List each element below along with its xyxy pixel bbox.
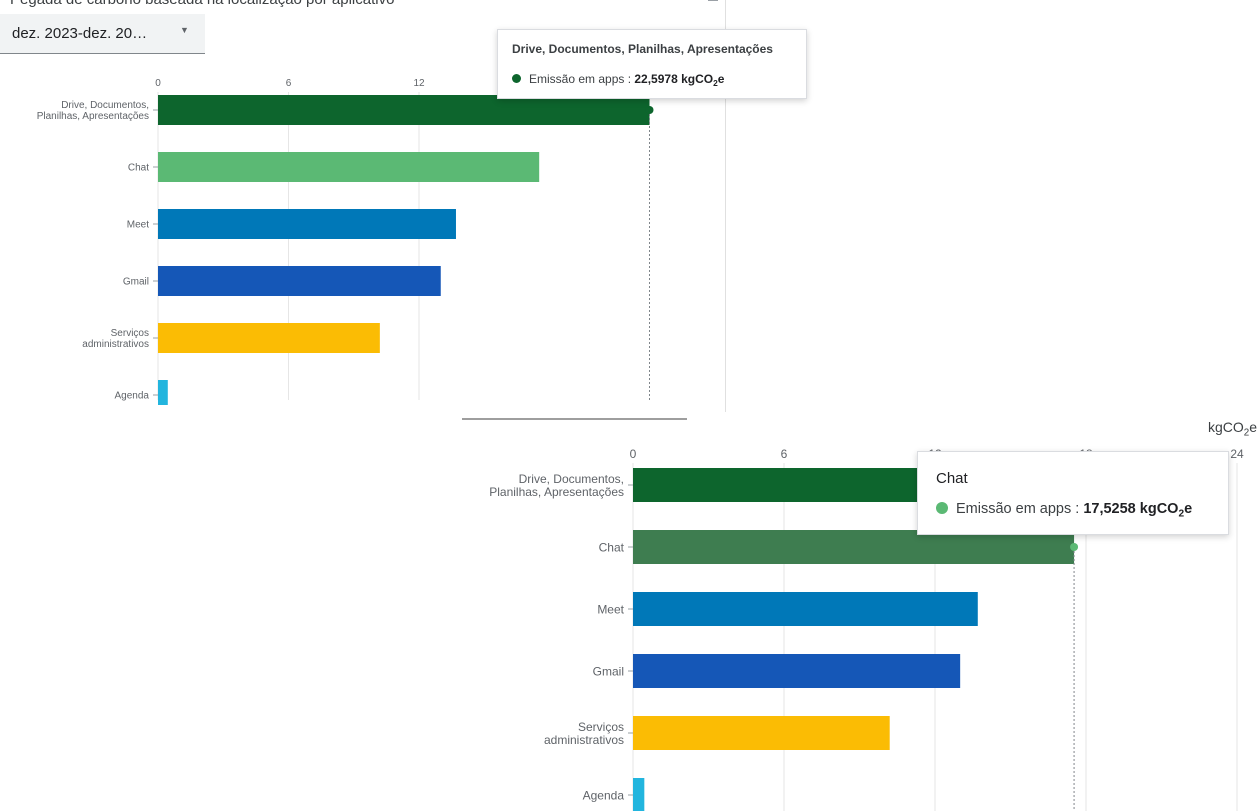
y-tick-label: Drive, Documentos, Planilhas, Apresentaçõ… (37, 100, 149, 122)
y-tick-label: Serviços administrativos (82, 328, 149, 350)
bar-drive-documentos-planilhas-apresentacoes[interactable] (158, 95, 650, 125)
tooltip-top: Drive, Documentos, Planilhas, Apresentaç… (497, 29, 807, 99)
hover-point (1070, 543, 1079, 551)
hover-point (645, 106, 654, 114)
bar-meet[interactable] (633, 592, 978, 626)
panel-edge-mark (708, 0, 718, 1)
y-tick-label: Meet (597, 602, 624, 616)
section-divider (462, 418, 687, 420)
y-tick-label: Gmail (123, 277, 149, 288)
bar-servicos-administrativos[interactable] (633, 716, 890, 750)
x-tick-label: 12 (413, 78, 425, 89)
x-tick-label: 6 (286, 78, 292, 89)
x-tick-label: 6 (781, 447, 788, 461)
tooltip-bottom: Chat Emissão em apps : 17,5258 kgCO2e (917, 451, 1229, 535)
y-tick-label: Agenda (115, 391, 150, 402)
date-range-value: dez. 2023-dez. 20… (12, 25, 148, 42)
y-tick-label: Agenda (583, 788, 625, 802)
y-tick-label: Chat (599, 540, 625, 554)
panel-separator (725, 0, 726, 412)
y-tick-label: Gmail (593, 664, 624, 678)
bar-gmail[interactable] (633, 654, 961, 688)
tooltip-value-row: Emissão em apps : 17,5258 kgCO2e (936, 501, 1192, 519)
tooltip-value-row: Emissão em apps : 22,5978 kgCO2e (512, 72, 724, 87)
bar-chart-top: 0 6 12 Drive, Documentos, Planilhas, Apresen… (37, 78, 654, 405)
axis-unit-label: kgCO2e (1208, 419, 1258, 439)
x-tick-label: 24 (1230, 447, 1244, 461)
page-title: Pegada de carbono baseada na localização… (10, 0, 394, 8)
series-dot-icon (512, 74, 521, 84)
y-tick-label: Serviços administrativos (544, 720, 624, 747)
date-range-dropdown[interactable]: dez. 2023-dez. 20… ▼ (0, 14, 205, 54)
x-tick-label: 0 (155, 78, 161, 89)
bar-gmail[interactable] (158, 266, 441, 296)
series-dot-icon (936, 502, 948, 515)
chevron-down-icon: ▼ (180, 25, 189, 35)
y-tick-label: Drive, Documentos, Planilhas, Apresentaçõ… (489, 472, 624, 499)
y-tick-label: Meet (127, 220, 149, 231)
bar-agenda[interactable] (633, 778, 645, 811)
bar-chat[interactable] (158, 152, 540, 182)
bar-agenda[interactable] (158, 380, 168, 405)
bar-meet[interactable] (158, 209, 456, 239)
tooltip-title: Chat (936, 470, 968, 487)
bar-chat[interactable] (633, 530, 1075, 564)
y-tick-label: Chat (128, 163, 149, 174)
bar-servicos-administrativos[interactable] (158, 323, 380, 353)
tooltip-title: Drive, Documentos, Planilhas, Apresentaç… (512, 42, 773, 56)
x-tick-label: 0 (630, 447, 637, 461)
